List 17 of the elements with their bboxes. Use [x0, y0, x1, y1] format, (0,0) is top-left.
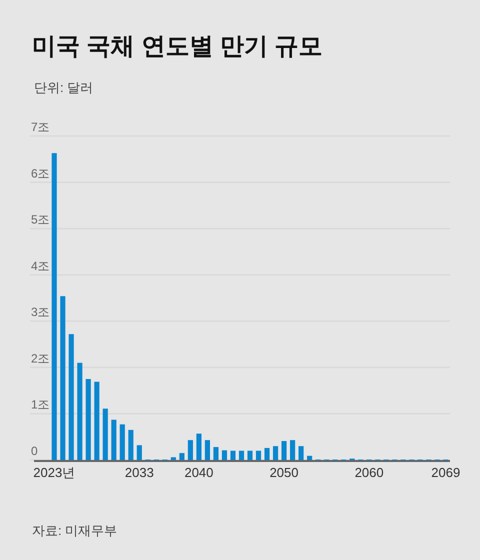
x-tick-label: 2050	[270, 465, 299, 480]
x-tick-label: 2040	[184, 465, 214, 480]
y-tick-label: 3조	[31, 305, 50, 320]
x-tick-label: 2069	[431, 465, 460, 480]
y-tick-label: 0	[31, 444, 38, 458]
text: 자료: 미재무부	[32, 523, 118, 538]
y-tick-label: 7조	[31, 120, 50, 134]
y-tick-label: 1조	[31, 398, 50, 412]
x-tick-label: 2023년	[33, 465, 76, 480]
y-tick-label: 6조	[31, 166, 50, 180]
x-tick-label: 2060	[354, 465, 384, 480]
y-tick-label: 2조	[31, 351, 50, 366]
x-tick-label: 2033	[124, 465, 154, 480]
chart-subtitle: 단위: 달러	[34, 80, 94, 95]
chart-title: 미국 국채 연도별 만기 규모	[32, 33, 323, 60]
y-tick-label: 5조	[31, 212, 50, 227]
y-tick-label: 4조	[31, 258, 50, 273]
